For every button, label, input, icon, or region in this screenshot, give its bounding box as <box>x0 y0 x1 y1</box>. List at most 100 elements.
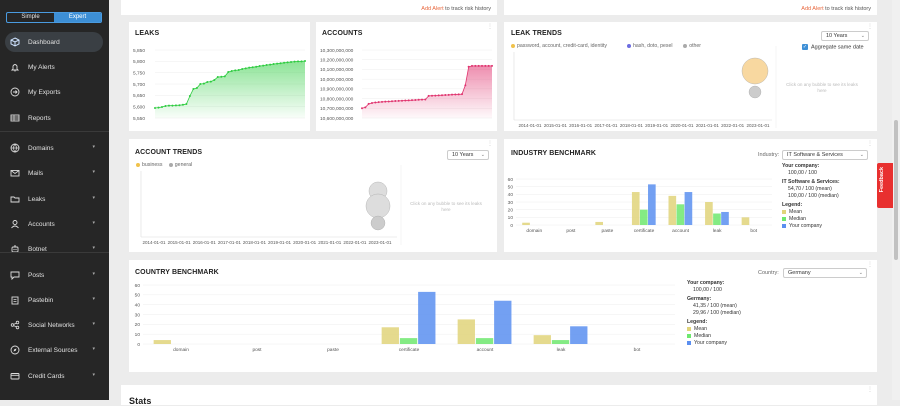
bar <box>551 340 570 344</box>
leak-trends-period-select[interactable]: 10 Years ⌄ <box>821 31 869 41</box>
industry-legend-item: Your company <box>782 223 874 230</box>
sidebar-item-credit-cards[interactable]: Credit Cards ▾ <box>5 366 103 386</box>
drag-handle-icon[interactable]: ⋮ <box>867 141 873 147</box>
sidebar-item-my-exports[interactable]: My Exports <box>5 82 103 102</box>
y-tick-label: 40 <box>135 302 141 308</box>
country-legend-item: Median <box>687 333 787 340</box>
data-point <box>230 70 233 72</box>
drag-handle-icon[interactable]: ⋮ <box>487 24 493 30</box>
drag-handle-icon[interactable]: ⋮ <box>867 262 873 268</box>
sidebar-item-posts[interactable]: Posts ▾ <box>5 265 103 285</box>
aggregate-checkbox-row[interactable]: ✓ Aggregate same date <box>802 44 864 50</box>
drag-handle-icon[interactable]: ⋮ <box>867 24 873 30</box>
data-point <box>411 99 413 102</box>
sidebar-item-accounts[interactable]: Accounts ▾ <box>5 214 103 234</box>
sidebar-item-leaks[interactable]: Leaks ▾ <box>5 189 103 209</box>
account-trends-legend-item[interactable]: general <box>168 162 192 168</box>
leaks-title: LEAKS <box>135 30 160 37</box>
x-tick-label: 2020-01-01 <box>293 240 317 245</box>
data-point <box>467 65 470 68</box>
leak-trends-legend-item[interactable]: hash, doto, pesel <box>627 43 673 49</box>
x-tick-label: post <box>252 347 262 353</box>
data-point <box>164 105 167 107</box>
mode-expert-button[interactable]: Expert <box>54 13 101 22</box>
country-benchmark-panel: COUNTRY BENCHMARK ⋮ Country: Germany ⌄ 0 1… <box>129 260 877 372</box>
data-point <box>471 64 473 67</box>
export-icon <box>10 87 20 97</box>
sidebar-item-botnet[interactable]: Botnet ▾ <box>5 239 103 259</box>
credit-card-icon <box>10 371 20 381</box>
data-point <box>464 84 467 87</box>
x-tick-label: 2016-01-01 <box>193 240 217 245</box>
series-line <box>361 65 492 109</box>
bar <box>418 291 436 344</box>
data-point <box>457 93 460 96</box>
sidebar-item-social-networks[interactable]: Social Networks ▾ <box>5 315 103 335</box>
x-tick-label: 2022-01-01 <box>721 123 745 128</box>
add-alert-link-right[interactable]: Add Alert <box>801 6 824 12</box>
drag-handle-icon[interactable]: ⋮ <box>487 141 493 147</box>
cube-icon <box>10 37 20 47</box>
data-point <box>234 69 237 72</box>
scrollbar-thumb[interactable] <box>894 120 898 260</box>
top-panel-right: Add Alert to track risk history <box>504 0 877 15</box>
y-tick-label: 0 <box>137 342 140 348</box>
accounts-title: ACCOUNTS <box>322 30 363 37</box>
industry-info: Your company: 100,00 / 100 IT Software &… <box>782 163 874 230</box>
sidebar-item-label: Pastebin <box>28 296 54 304</box>
message-icon <box>10 270 20 280</box>
data-point <box>407 99 410 102</box>
data-point <box>220 75 223 78</box>
sidebar-item-domains[interactable]: Domains ▾ <box>5 138 103 158</box>
data-point <box>447 93 450 96</box>
data-point <box>421 98 423 101</box>
chevron-down-icon: ⌄ <box>858 270 863 276</box>
sidebar-item-reports[interactable]: Reports <box>5 108 103 128</box>
data-point <box>185 103 188 105</box>
sidebar-item-pastebin[interactable]: Pastebin ▾ <box>5 290 103 310</box>
data-point <box>441 94 443 97</box>
checkbox-icon[interactable]: ✓ <box>802 44 808 50</box>
data-point <box>304 60 306 62</box>
bubble <box>365 193 391 219</box>
y-tick-label: 5,750 <box>133 70 145 76</box>
account-trends-period-select[interactable]: 10 Years ⌄ <box>447 150 489 160</box>
y-tick-label: 30 <box>135 312 141 318</box>
sidebar-divider <box>0 252 109 253</box>
leak-trends-legend-item[interactable]: password, account, credit-card, identity <box>511 43 607 49</box>
industry-legend-item: Mean <box>782 209 874 216</box>
x-tick-label: 2014-01-01 <box>518 123 542 128</box>
data-point <box>255 65 258 68</box>
x-tick-label: bot <box>750 228 757 234</box>
sidebar-item-label: My Alerts <box>28 63 55 71</box>
data-point <box>491 64 493 67</box>
data-point <box>160 106 163 108</box>
mode-toggle: Simple Expert <box>6 12 102 23</box>
x-tick-label: paste <box>327 347 339 353</box>
compass-icon <box>10 345 20 355</box>
data-point <box>437 94 440 97</box>
sidebar-item-dashboard[interactable]: Dashboard <box>5 32 103 52</box>
mode-simple-button[interactable]: Simple <box>21 14 40 20</box>
sidebar-item-mails[interactable]: Mails ▾ <box>5 163 103 183</box>
leak-trends-legend-item[interactable]: other <box>683 43 701 49</box>
y-tick-label: 40 <box>508 192 514 198</box>
mail-icon <box>10 168 20 178</box>
feedback-button[interactable]: Feedback <box>877 163 893 208</box>
data-point <box>484 64 487 67</box>
drag-handle-icon[interactable]: ⋮ <box>867 387 873 393</box>
account-trends-legend-item[interactable]: business <box>136 162 162 168</box>
data-point <box>237 69 240 71</box>
add-alert-link-left[interactable]: Add Alert <box>421 6 444 12</box>
industry-select[interactable]: IT Software & Services ⌄ <box>782 150 868 160</box>
sidebar-item-my-alerts[interactable]: My Alerts <box>5 57 103 77</box>
data-point <box>451 93 453 96</box>
country-select[interactable]: Germany ⌄ <box>783 268 867 278</box>
bar <box>153 340 171 344</box>
caret-down-icon: ▾ <box>92 169 95 175</box>
y-tick-label: 10,800,000,000 <box>320 96 354 102</box>
sidebar-item-external-sources[interactable]: External Sources ▾ <box>5 340 103 360</box>
y-tick-label: 10,000,000,000 <box>320 77 354 83</box>
y-tick-label: 5,650 <box>133 93 145 99</box>
data-point <box>381 100 383 103</box>
